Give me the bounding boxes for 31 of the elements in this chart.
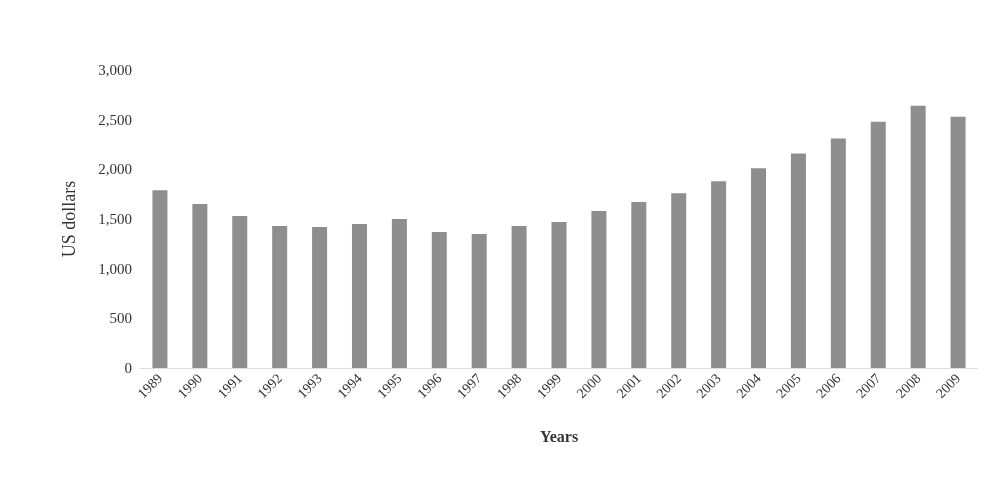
bar [950,116,966,368]
bar [351,223,367,368]
y-tick-label: 3,000 [98,62,132,78]
x-tick-label: 1991 [214,370,246,402]
bar [152,190,168,368]
bar [192,204,208,368]
bar [711,181,727,368]
bar [232,216,248,368]
y-tick-label: 500 [109,310,132,327]
bar [391,219,407,368]
bar [870,121,886,368]
y-tick-label: 2,000 [98,161,132,178]
bar [471,233,487,368]
bar [272,225,288,368]
bar [631,202,647,368]
y-tick-label: 1,500 [98,211,132,227]
bar [671,193,687,368]
bar [511,225,527,368]
x-axis-title: Years [539,427,579,445]
y-tick-label: 1,000 [98,260,132,277]
bar [312,226,328,368]
bar [591,211,607,368]
bar [551,221,567,368]
bar [431,231,447,368]
bar [830,138,846,368]
y-tick-label: 2,500 [98,111,132,128]
bar [790,153,806,368]
y-axis-title: US dollars [59,180,79,258]
bar [910,105,926,368]
y-tick-label: 0 [124,360,132,376]
bar [751,168,767,368]
